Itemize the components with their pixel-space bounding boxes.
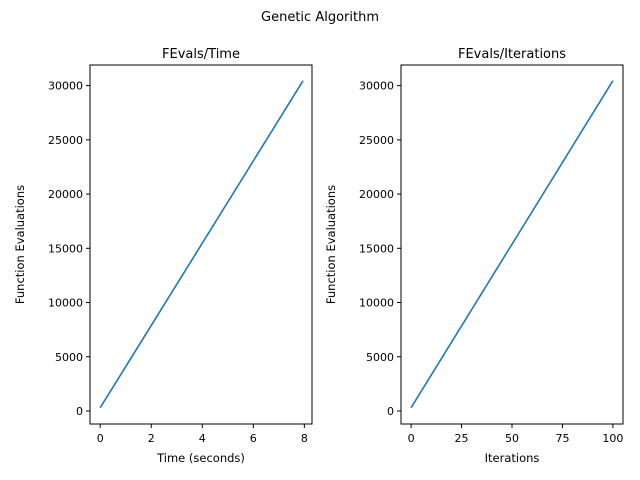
y-tick-label: 5000 <box>366 351 394 364</box>
ticks-layer: 0 25 50 75 100 0 5000 10000 15000 20000 25000 30000 <box>359 80 623 445</box>
subplot-title: FEvals/Iterations <box>458 47 566 62</box>
x-tick-label: 6 <box>250 432 257 445</box>
series-line <box>410 80 614 409</box>
figure-suptitle: Genetic Algorithm <box>261 10 379 25</box>
series-layer <box>99 80 304 409</box>
x-axis-label: Time (seconds) <box>156 451 245 465</box>
x-tick-label: 2 <box>148 432 155 445</box>
axes-frame <box>89 64 313 425</box>
y-tick-label: 5000 <box>55 351 83 364</box>
y-tick-label: 0 <box>387 405 394 418</box>
y-axis-label: Function Evaluations <box>13 185 27 304</box>
y-tick-label: 20000 <box>48 188 83 201</box>
axes-frame <box>400 64 624 425</box>
y-axis-label: Function Evaluations <box>324 185 338 304</box>
series-line <box>99 80 304 409</box>
y-tick-label: 10000 <box>359 297 394 310</box>
series-layer <box>410 80 614 409</box>
y-tick-label: 10000 <box>48 297 83 310</box>
x-tick-label: 50 <box>505 432 519 445</box>
x-tick-label: 100 <box>602 432 623 445</box>
ticks-layer: 0 2 4 6 8 0 5000 10000 15000 20000 25000 30000 <box>48 80 308 445</box>
x-tick-label: 25 <box>455 432 469 445</box>
x-axis-label: Iterations <box>485 451 540 465</box>
y-tick-label: 0 <box>76 405 83 418</box>
y-tick-label: 30000 <box>48 80 83 93</box>
y-tick-label: 25000 <box>48 134 83 147</box>
y-tick-label: 25000 <box>359 134 394 147</box>
y-tick-label: 30000 <box>359 80 394 93</box>
y-tick-label: 20000 <box>359 188 394 201</box>
x-tick-label: 75 <box>555 432 569 445</box>
x-tick-label: 0 <box>408 432 415 445</box>
subplot-title: FEvals/Time <box>162 47 240 62</box>
y-tick-label: 15000 <box>48 242 83 255</box>
y-tick-label: 15000 <box>359 242 394 255</box>
subplot-fevals-iterations: FEvals/Iterations 0 25 50 75 100 0 5000 10000 15… <box>324 47 624 465</box>
x-tick-label: 8 <box>301 432 308 445</box>
x-tick-label: 4 <box>199 432 206 445</box>
subplot-fevals-time: FEvals/Time 0 2 4 6 8 0 5000 10000 15000 20000 250… <box>13 47 313 465</box>
x-tick-label: 0 <box>97 432 104 445</box>
